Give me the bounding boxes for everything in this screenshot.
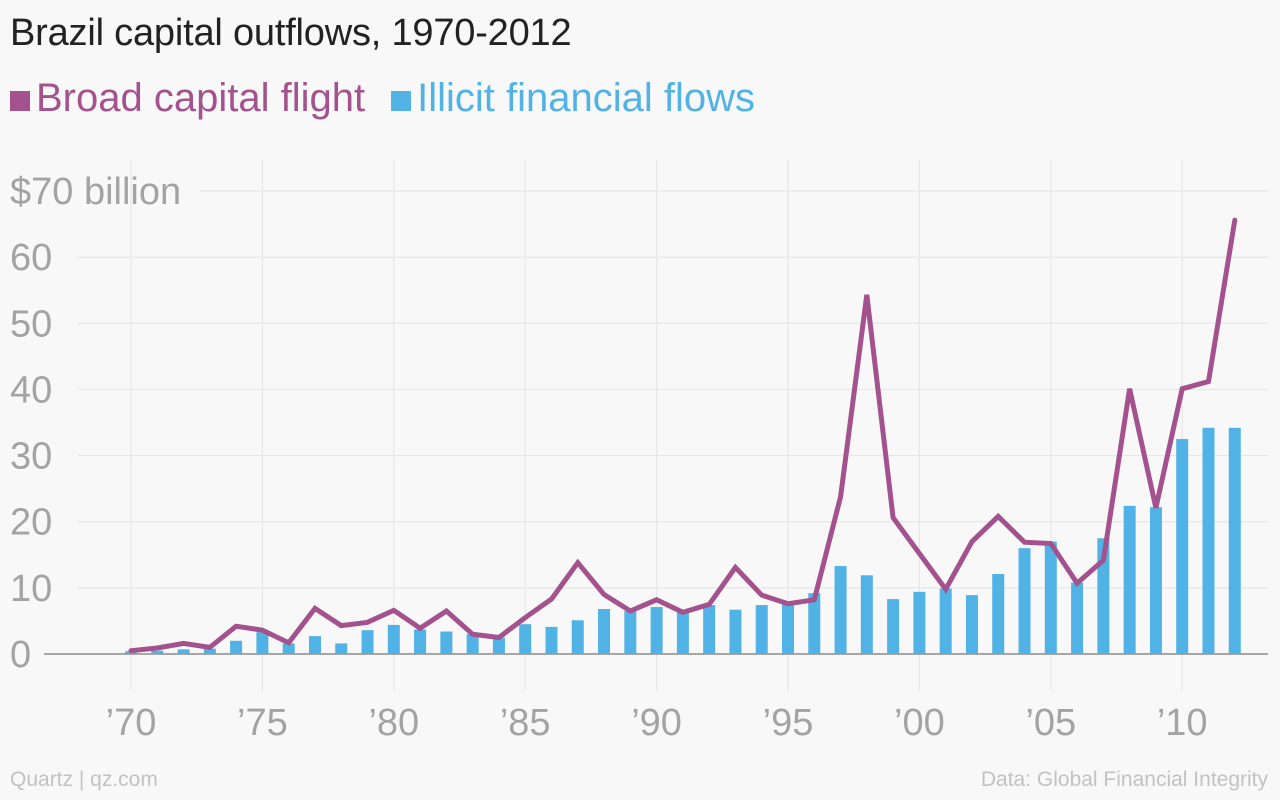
bar-illicit-financial-flows — [834, 566, 847, 654]
bar-illicit-financial-flows — [598, 609, 611, 654]
bar-illicit-financial-flows — [860, 575, 873, 654]
bar-illicit-financial-flows — [1071, 582, 1084, 654]
chart-legend: Broad capital flight Illicit financial f… — [10, 76, 781, 121]
bar-illicit-financial-flows — [1176, 439, 1189, 654]
bar-illicit-financial-flows — [1097, 538, 1110, 654]
legend-label-broad-capital-flight: Broad capital flight — [36, 76, 366, 120]
y-tick-label: 50 — [10, 303, 52, 345]
x-tick-label: ’00 — [894, 702, 945, 744]
bar-illicit-financial-flows — [782, 602, 794, 654]
x-tick-label: ’10 — [1157, 702, 1208, 744]
bar-illicit-financial-flows — [466, 634, 479, 654]
bar-illicit-financial-flows — [755, 605, 768, 654]
legend-label-illicit-financial-flows: Illicit financial flows — [417, 76, 755, 120]
bar-illicit-financial-flows — [650, 607, 663, 654]
bar-illicit-financial-flows — [887, 599, 900, 654]
y-axis-tick-labels: 0 10 20 30 40 50 60 $70 billion — [10, 171, 181, 676]
bar-illicit-financial-flows — [492, 637, 505, 654]
bar-illicit-financial-flows — [282, 643, 295, 654]
bar-illicit-financial-flows — [729, 609, 742, 654]
bar-illicit-financial-flows — [676, 612, 689, 654]
y-tick-label: 60 — [10, 237, 52, 279]
bar-illicit-financial-flows — [1123, 505, 1136, 654]
illicit-financial-flows-bars — [125, 427, 1241, 654]
bar-illicit-financial-flows — [256, 632, 269, 654]
x-axis-tick-labels: ’70 ’75 ’80 ’85 ’90 ’95 ’00 ’05 ’10 — [106, 702, 1208, 744]
y-tick-label: 30 — [10, 436, 52, 478]
bar-illicit-financial-flows — [1228, 427, 1241, 654]
x-tick-label: ’85 — [500, 702, 551, 744]
bar-illicit-financial-flows — [703, 605, 716, 654]
bar-illicit-financial-flows — [1202, 427, 1215, 654]
bar-illicit-financial-flows — [151, 650, 164, 654]
bar-illicit-financial-flows — [545, 626, 558, 654]
bar-illicit-financial-flows — [992, 573, 1005, 654]
bar-illicit-financial-flows — [361, 630, 374, 654]
x-tick-label: ’05 — [1025, 702, 1076, 744]
bar-illicit-financial-flows — [230, 640, 243, 654]
x-tick-label: ’70 — [106, 702, 157, 744]
bar-illicit-financial-flows — [440, 631, 453, 654]
broad-capital-flight-line-group — [128, 217, 1238, 654]
bar-illicit-financial-flows — [177, 649, 190, 654]
bar-illicit-financial-flows — [335, 643, 348, 654]
x-tick-label: ’80 — [368, 702, 419, 744]
x-tick-label: ’95 — [763, 702, 814, 744]
legend-swatch-broad-capital-flight — [10, 90, 30, 111]
broad-capital-flight-line — [128, 217, 1238, 654]
y-tick-label: 20 — [10, 502, 52, 544]
x-tick-label: ’75 — [237, 702, 288, 744]
bar-illicit-financial-flows — [1044, 541, 1057, 654]
bar-illicit-financial-flows — [203, 648, 216, 654]
bar-illicit-financial-flows — [414, 629, 427, 654]
legend-item-broad-capital-flight: Broad capital flight — [10, 76, 365, 121]
legend-swatch-illicit-financial-flows — [391, 90, 412, 111]
bar-illicit-financial-flows — [624, 611, 637, 654]
y-tick-label: 40 — [10, 369, 52, 411]
bar-illicit-financial-flows — [808, 593, 821, 654]
x-tick-label: ’90 — [631, 702, 682, 744]
bar-illicit-financial-flows — [308, 636, 321, 654]
footer-data-source: Data: Global Financial Integrity — [980, 768, 1268, 791]
bar-illicit-financial-flows — [387, 624, 400, 654]
bar-illicit-financial-flows — [965, 595, 978, 654]
bar-illicit-financial-flows — [519, 624, 532, 654]
y-tick-label: $70 billion — [10, 171, 181, 213]
bar-illicit-financial-flows — [571, 620, 584, 654]
legend-item-illicit-financial-flows: Illicit financial flows — [391, 76, 755, 121]
footer-credit: Quartz | qz.com — [10, 768, 158, 791]
bar-illicit-financial-flows — [1149, 507, 1162, 654]
chart-title: Brazil capital outflows, 1970-2012 — [10, 12, 572, 54]
bar-illicit-financial-flows — [939, 588, 952, 654]
bar-illicit-financial-flows — [913, 591, 926, 654]
y-tick-label: 10 — [10, 568, 52, 610]
y-tick-label: 0 — [10, 634, 31, 676]
bar-illicit-financial-flows — [1018, 548, 1031, 654]
